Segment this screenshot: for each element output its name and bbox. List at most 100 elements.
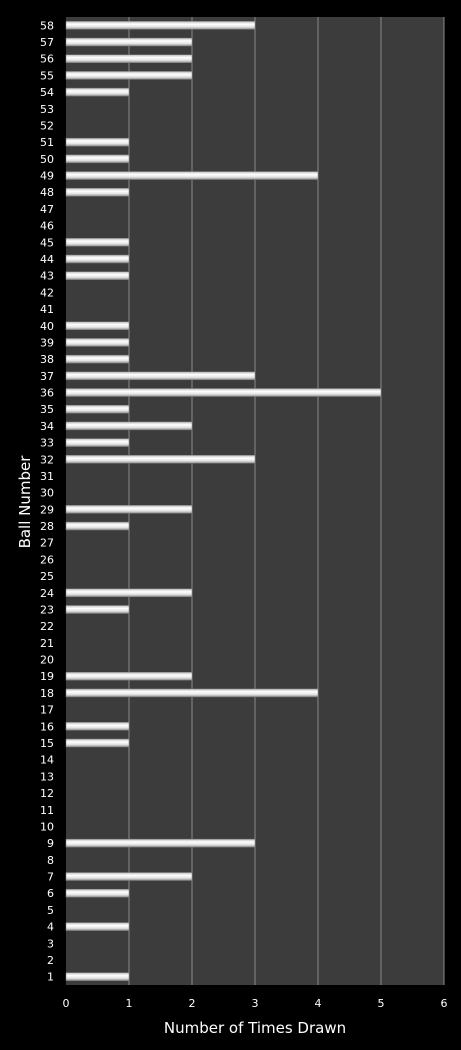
y-tick-label: 4 xyxy=(47,921,54,934)
bar-ball-7 xyxy=(65,872,193,881)
bar-ball-15 xyxy=(65,738,130,748)
y-tick-label: 26 xyxy=(40,553,54,566)
y-tick-label: 55 xyxy=(40,69,54,82)
bar-ball-48 xyxy=(65,187,130,197)
y-tick-label: 10 xyxy=(40,820,54,833)
y-tick-label: 21 xyxy=(40,637,54,650)
y-tick-label: 37 xyxy=(40,370,54,383)
y-tick-label: 49 xyxy=(40,170,54,183)
y-tick-label: 56 xyxy=(40,53,54,66)
y-tick-label: 12 xyxy=(40,787,54,800)
x-tick-labels: 0 1 2 3 4 5 6 xyxy=(63,997,448,1010)
x-tick-label: 5 xyxy=(378,997,385,1010)
bar-ball-6 xyxy=(65,888,130,898)
y-tick-label: 35 xyxy=(40,403,54,416)
bar-ball-16 xyxy=(65,722,130,731)
bar-ball-32 xyxy=(65,455,256,464)
y-tick-label: 11 xyxy=(40,804,54,817)
y-tick-label: 58 xyxy=(40,19,54,32)
x-tick-label: 3 xyxy=(252,997,259,1010)
y-tick-label: 44 xyxy=(40,253,54,266)
y-tick-label: 13 xyxy=(40,770,54,783)
y-tick-label: 22 xyxy=(40,620,54,633)
bar-ball-56 xyxy=(65,54,193,63)
bar-ball-40 xyxy=(65,321,130,331)
bar-ball-28 xyxy=(65,521,130,531)
bar-ball-1 xyxy=(65,972,130,981)
y-tick-label: 17 xyxy=(40,704,54,717)
bar-ball-19 xyxy=(65,671,193,681)
y-tick-label: 18 xyxy=(40,687,54,700)
bar-ball-49 xyxy=(65,171,319,180)
bar-ball-35 xyxy=(65,404,130,414)
y-tick-label: 6 xyxy=(47,887,54,900)
bar-ball-18 xyxy=(65,688,319,698)
bar-ball-24 xyxy=(65,588,193,598)
bar-ball-54 xyxy=(65,87,130,97)
y-axis-title: Ball Number xyxy=(16,455,34,549)
y-tick-label: 20 xyxy=(40,654,54,667)
y-tick-label: 46 xyxy=(40,220,54,233)
bar-ball-45 xyxy=(65,238,130,247)
y-tick-label: 24 xyxy=(40,587,54,600)
y-tick-label: 16 xyxy=(40,720,54,733)
y-tick-label: 45 xyxy=(40,236,54,249)
y-tick-label: 27 xyxy=(40,537,54,550)
y-tick-label: 2 xyxy=(47,954,54,967)
bar-ball-57 xyxy=(65,37,193,47)
y-tick-label: 1 xyxy=(47,971,54,984)
bar-ball-39 xyxy=(65,338,130,347)
bar-ball-9 xyxy=(65,838,256,848)
x-tick-label: 1 xyxy=(126,997,133,1010)
x-axis-title: Number of Times Drawn xyxy=(164,1019,346,1037)
y-tick-label: 52 xyxy=(40,119,54,132)
y-tick-label: 8 xyxy=(47,854,54,867)
y-tick-label: 40 xyxy=(40,320,54,333)
bar-ball-58 xyxy=(65,21,256,30)
y-tick-label: 36 xyxy=(40,387,54,400)
y-tick-label: 23 xyxy=(40,603,54,616)
bar-ball-43 xyxy=(65,271,130,280)
y-tick-label: 53 xyxy=(40,103,54,116)
y-tick-label: 51 xyxy=(40,136,54,149)
y-tick-label: 57 xyxy=(40,36,54,49)
y-tick-label: 28 xyxy=(40,520,54,533)
y-tick-label: 25 xyxy=(40,570,54,583)
y-tick-label: 15 xyxy=(40,737,54,750)
y-tick-label: 32 xyxy=(40,453,54,466)
y-tick-label: 42 xyxy=(40,286,54,299)
y-tick-label: 31 xyxy=(40,470,54,483)
y-tick-label: 14 xyxy=(40,754,54,767)
y-tick-label: 34 xyxy=(40,420,54,433)
y-tick-label: 48 xyxy=(40,186,54,199)
y-tick-label: 50 xyxy=(40,153,54,166)
y-tick-label: 7 xyxy=(47,871,54,884)
y-tick-labels: 1234567891011121314151617181920212223242… xyxy=(40,19,54,983)
y-tick-label: 19 xyxy=(40,670,54,683)
bar-ball-37 xyxy=(65,371,256,381)
bar-ball-51 xyxy=(65,137,130,147)
y-tick-label: 43 xyxy=(40,270,54,283)
y-tick-label: 5 xyxy=(47,904,54,917)
bar-ball-29 xyxy=(65,505,193,514)
x-tick-label: 6 xyxy=(441,997,448,1010)
x-tick-label: 0 xyxy=(63,997,70,1010)
y-tick-label: 41 xyxy=(40,303,54,316)
y-tick-label: 38 xyxy=(40,353,54,366)
bar-ball-23 xyxy=(65,605,130,614)
bar-ball-36 xyxy=(65,388,382,397)
bar-ball-4 xyxy=(65,922,130,931)
x-tick-label: 4 xyxy=(315,997,322,1010)
y-tick-label: 33 xyxy=(40,437,54,450)
y-tick-label: 39 xyxy=(40,336,54,349)
bar-ball-50 xyxy=(65,154,130,164)
bars xyxy=(65,21,382,981)
y-tick-label: 9 xyxy=(47,837,54,850)
y-tick-label: 54 xyxy=(40,86,54,99)
bar-ball-44 xyxy=(65,254,130,264)
x-tick-label: 2 xyxy=(189,997,196,1010)
bar-ball-55 xyxy=(65,71,193,80)
y-tick-label: 47 xyxy=(40,203,54,216)
y-tick-label: 3 xyxy=(47,937,54,950)
